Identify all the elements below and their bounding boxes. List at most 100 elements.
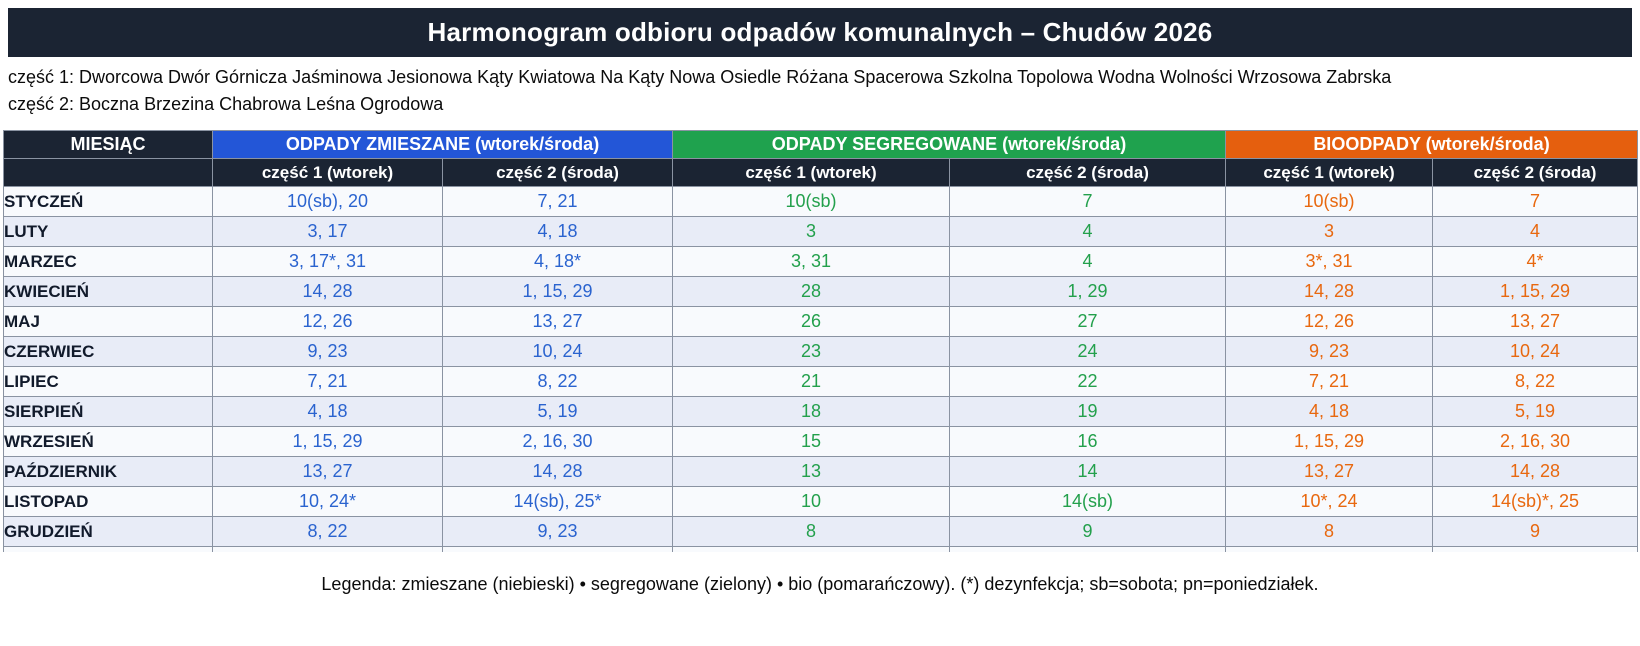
month-cell: MAJ: [3, 306, 213, 337]
partial-cell: [3, 546, 213, 552]
schedule-row: PAŹDZIERNIK 13, 27 14, 28 13 14 13, 27 14, 28: [3, 456, 1638, 487]
date-cell: 3, 17*, 31: [212, 246, 443, 277]
date-cell: 3*, 31: [1225, 246, 1433, 277]
partial-cell: [212, 546, 443, 552]
date-cell: 10, 24: [1432, 336, 1638, 367]
street-list-part1: część 1: Dworcowa Dwór Górnicza Jaśminow…: [8, 67, 1392, 87]
date-cell: 9, 23: [1225, 336, 1433, 367]
date-cell: 14, 28: [1432, 456, 1638, 487]
date-cell: 10: [672, 486, 950, 517]
subheader-bio-czesc1: część 1 (wtorek): [1225, 158, 1433, 187]
date-cell: 8, 22: [442, 366, 673, 397]
group-header-row: MIESIĄC ODPADY ZMIESZANE (wtorek/środa) …: [3, 130, 1638, 159]
date-cell: 19: [949, 396, 1226, 427]
date-cell: 5, 19: [1432, 396, 1638, 427]
schedule-table: MIESIĄC ODPADY ZMIESZANE (wtorek/środa) …: [3, 130, 1638, 552]
date-cell: 10*, 24: [1225, 486, 1433, 517]
date-cell: 9, 23: [442, 516, 673, 547]
date-cell: 12, 26: [1225, 306, 1433, 337]
month-cell: PAŹDZIERNIK: [3, 456, 213, 487]
date-cell: 27: [949, 306, 1226, 337]
page: Harmonogram odbioru odpadów komunalnych …: [0, 8, 1640, 595]
date-cell: 10, 24: [442, 336, 673, 367]
date-cell: 3, 17: [212, 216, 443, 247]
date-cell: 4: [949, 246, 1226, 277]
schedule-row: LISTOPAD 10, 24* 14(sb), 25* 10 14(sb) 10*, 2…: [3, 486, 1638, 517]
date-cell: 10(sb): [672, 186, 950, 217]
date-cell: 15: [672, 426, 950, 457]
date-cell: 1, 15, 29: [442, 276, 673, 307]
partial-cell: [1432, 546, 1638, 552]
date-cell: 9, 23: [212, 336, 443, 367]
date-cell: 2, 16, 30: [442, 426, 673, 457]
date-cell: 4: [1432, 216, 1638, 247]
month-cell: LISTOPAD: [3, 486, 213, 517]
partial-cell: [672, 546, 950, 552]
schedule-row: KWIECIEŃ 14, 28 1, 15, 29 28 1, 29 14, 28 1, 1…: [3, 276, 1638, 307]
date-cell: 4*: [1432, 246, 1638, 277]
date-cell: 10(sb): [1225, 186, 1433, 217]
date-cell: 13: [672, 456, 950, 487]
page-title: Harmonogram odbioru odpadów komunalnych …: [427, 17, 1213, 47]
date-cell: 23: [672, 336, 950, 367]
schedule-row: CZERWIEC 9, 23 10, 24 23 24 9, 23 10, 24: [3, 336, 1638, 367]
subheader-bio-czesc2: część 2 (środa): [1432, 158, 1638, 187]
date-cell: 8, 22: [212, 516, 443, 547]
date-cell: 1, 15, 29: [212, 426, 443, 457]
street-lists: część 1: Dworcowa Dwór Górnicza Jaśminow…: [8, 64, 1632, 118]
date-cell: 4, 18: [212, 396, 443, 427]
date-cell: 10(sb), 20: [212, 186, 443, 217]
schedule-row: MARZEC 3, 17*, 31 4, 18* 3, 31 4 3*, 31 4*: [3, 246, 1638, 277]
date-cell: 22: [949, 366, 1226, 397]
schedule-row: LUTY 3, 17 4, 18 3 4 3 4: [3, 216, 1638, 247]
month-cell: STYCZEŃ: [3, 186, 213, 217]
title-bar: Harmonogram odbioru odpadów komunalnych …: [8, 8, 1632, 57]
group-header-segregowane: ODPADY SEGREGOWANE (wtorek/środa): [672, 130, 1226, 159]
date-cell: 5, 19: [442, 396, 673, 427]
month-cell: MARZEC: [3, 246, 213, 277]
partial-cell: [949, 546, 1226, 552]
date-cell: 8: [1225, 516, 1433, 547]
subheader-zmieszane-czesc2: część 2 (środa): [442, 158, 673, 187]
date-cell: 21: [672, 366, 950, 397]
date-cell: 7, 21: [442, 186, 673, 217]
date-cell: 16: [949, 426, 1226, 457]
month-cell: GRUDZIEŃ: [3, 516, 213, 547]
date-cell: 1, 29: [949, 276, 1226, 307]
date-cell: 14(sb)*, 25: [1432, 486, 1638, 517]
date-cell: 8: [672, 516, 950, 547]
partial-cell: [442, 546, 673, 552]
date-cell: 24: [949, 336, 1226, 367]
subheader-empty-cell: [3, 158, 213, 187]
group-header-bio: BIOODPADY (wtorek/środa): [1225, 130, 1638, 159]
street-list-part2: część 2: Boczna Brzezina Chabrowa Leśna …: [8, 94, 444, 114]
date-cell: 9: [1432, 516, 1638, 547]
date-cell: 4, 18: [442, 216, 673, 247]
date-cell: 8, 22: [1432, 366, 1638, 397]
subheader-segregowane-czesc2: część 2 (środa): [949, 158, 1226, 187]
date-cell: 26: [672, 306, 950, 337]
date-cell: 14(sb), 25*: [442, 486, 673, 517]
date-cell: 2, 16, 30: [1432, 426, 1638, 457]
date-cell: 10, 24*: [212, 486, 443, 517]
month-cell: LIPIEC: [3, 366, 213, 397]
schedule-body: STYCZEŃ 10(sb), 20 7, 21 10(sb) 7 10(sb) 7 LUTY…: [3, 186, 1638, 552]
month-cell: SIERPIEŃ: [3, 396, 213, 427]
date-cell: 13, 27: [1432, 306, 1638, 337]
schedule-row: MAJ 12, 26 13, 27 26 27 12, 26 13, 27: [3, 306, 1638, 337]
date-cell: 28: [672, 276, 950, 307]
schedule-row: WRZESIEŃ 1, 15, 29 2, 16, 30 15 16 1, 15, 29 2…: [3, 426, 1638, 457]
schedule-row: LIPIEC 7, 21 8, 22 21 22 7, 21 8, 22: [3, 366, 1638, 397]
date-cell: 3: [672, 216, 950, 247]
subheader-row: część 1 (wtorek) część 2 (środa) część 1…: [3, 158, 1638, 187]
date-cell: 3: [1225, 216, 1433, 247]
month-cell: WRZESIEŃ: [3, 426, 213, 457]
date-cell: 7: [949, 186, 1226, 217]
schedule-row: GRUDZIEŃ 8, 22 9, 23 8 9 8 9: [3, 516, 1638, 547]
subheader-segregowane-czesc1: część 1 (wtorek): [672, 158, 950, 187]
date-cell: 13, 27: [1225, 456, 1433, 487]
month-column-header: MIESIĄC: [3, 130, 213, 159]
date-cell: 3, 31: [672, 246, 950, 277]
schedule-row: SIERPIEŃ 4, 18 5, 19 18 19 4, 18 5, 19: [3, 396, 1638, 427]
partial-row: [3, 546, 1638, 552]
